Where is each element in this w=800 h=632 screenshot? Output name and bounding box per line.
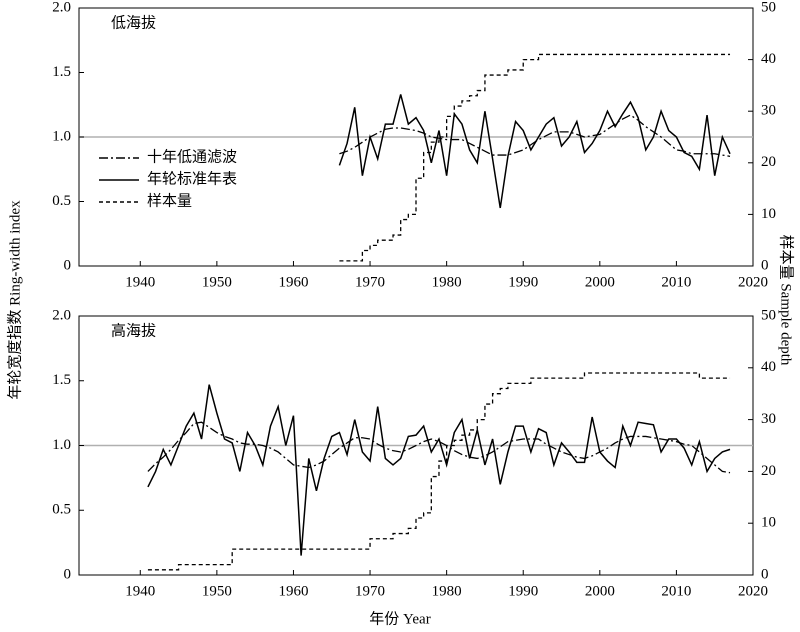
series-line [147, 372, 731, 571]
y2-tick-label: 10 [761, 206, 776, 222]
x-tick-label: 2000 [585, 274, 615, 290]
series-line [339, 53, 731, 262]
y2-tick-label: 20 [761, 463, 776, 479]
x-tick-label: 1960 [278, 583, 308, 599]
x-tick-label: 1940 [125, 274, 155, 290]
panel-title: 低海拔 [111, 14, 156, 31]
y-tick-label: 1.5 [52, 372, 71, 388]
x-tick-label: 1990 [508, 274, 538, 290]
y2-tick-label: 0 [761, 566, 769, 582]
legend-label: 样本量 [147, 192, 192, 209]
y2-tick-label: 50 [761, 307, 776, 323]
y-tick-label: 0.5 [52, 193, 71, 209]
y-tick-label: 0.5 [52, 502, 71, 518]
y-tick-label: 2.0 [52, 0, 71, 15]
y2-tick-label: 50 [761, 0, 776, 15]
legend-label: 十年低通滤波 [147, 148, 237, 165]
y2-tick-label: 40 [761, 51, 776, 67]
y2-tick-label: 30 [761, 411, 776, 427]
series-line [147, 384, 731, 556]
y2-axis-label: 样本量 Sample depth [778, 235, 795, 366]
y2-tick-label: 0 [761, 257, 769, 273]
y-tick-label: 1.5 [52, 64, 71, 80]
y2-tick-label: 40 [761, 359, 776, 375]
x-tick-label: 1960 [278, 274, 308, 290]
series-line [338, 94, 731, 209]
x-tick-label: 2010 [661, 583, 691, 599]
x-tick-label: 2020 [738, 583, 768, 599]
y-axis-label: 年轮宽度指数 Ring-width index [6, 200, 23, 400]
x-tick-label: 2020 [738, 274, 768, 290]
y2-tick-label: 20 [761, 154, 776, 170]
x-tick-label: 1990 [508, 583, 538, 599]
x-tick-label: 1980 [432, 583, 462, 599]
y-tick-label: 0 [64, 257, 72, 273]
x-axis-label: 年份 Year [369, 610, 430, 627]
y-tick-label: 2.0 [52, 307, 71, 323]
y2-tick-label: 10 [761, 515, 776, 531]
legend-label: 年轮标准年表 [147, 170, 237, 187]
y2-tick-label: 30 [761, 103, 776, 119]
panel-title: 高海拔 [111, 322, 156, 339]
x-tick-label: 2000 [585, 583, 615, 599]
series-line [339, 114, 731, 157]
y-tick-label: 1.0 [52, 128, 71, 144]
y-tick-label: 1.0 [52, 437, 71, 453]
y-tick-label: 0 [64, 566, 72, 582]
x-tick-label: 1980 [432, 274, 462, 290]
x-tick-label: 1950 [202, 583, 232, 599]
x-tick-label: 1970 [355, 583, 385, 599]
x-tick-label: 1970 [355, 274, 385, 290]
x-tick-label: 2010 [661, 274, 691, 290]
x-tick-label: 1950 [202, 274, 232, 290]
x-tick-label: 1940 [125, 583, 155, 599]
